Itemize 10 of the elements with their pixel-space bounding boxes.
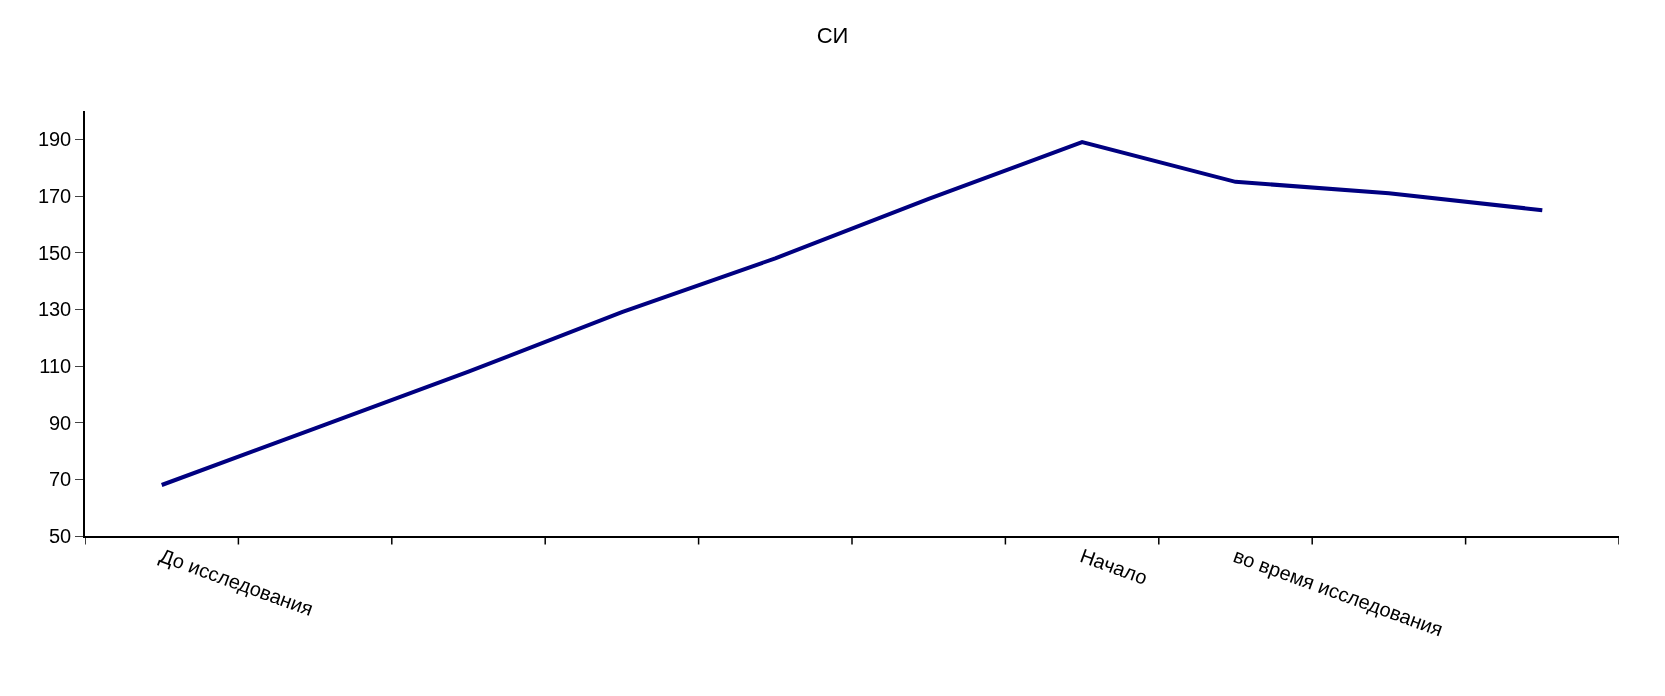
y-tick-label: 170 [37,185,72,207]
y-tick-label: 90 [49,411,72,434]
y-tick-label: 110 [39,355,72,377]
y-tick-label: 130 [37,298,72,321]
line-series [159,140,1545,487]
y-tick-label: 190 [37,128,72,151]
y-tick-label: 70 [49,468,72,491]
y-tick-label: 150 [37,241,72,264]
chart-title: СИ [816,23,849,49]
y-tick-label: 50 [49,525,72,547]
